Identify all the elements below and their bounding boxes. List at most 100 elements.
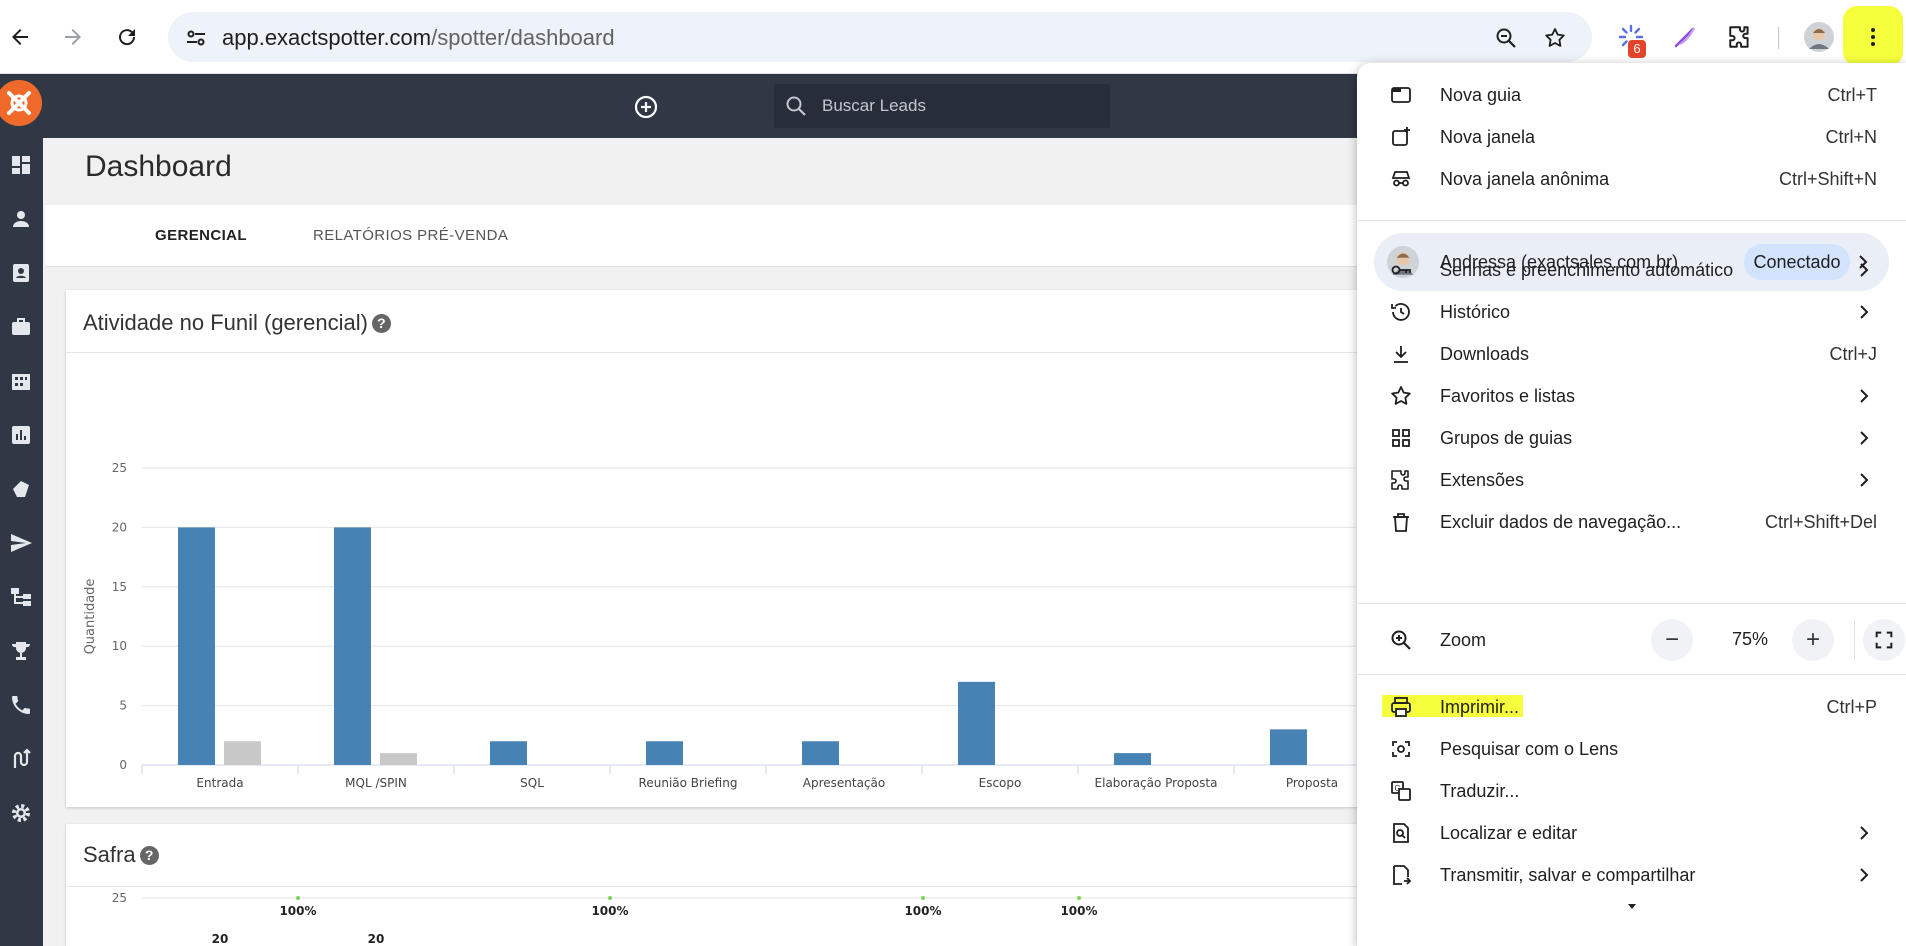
hierarchy-icon[interactable] <box>8 584 34 610</box>
exactspotter-logo[interactable] <box>0 80 42 126</box>
percent-annotation: 100% <box>591 904 628 918</box>
menu-item-label: Nova janela <box>1440 127 1536 147</box>
fullscreen-icon <box>1875 631 1893 649</box>
x-category-label: Apresentação <box>803 776 885 790</box>
bar-chart-icon[interactable] <box>8 422 34 448</box>
safra-card-title: Safra? <box>83 842 159 868</box>
y-tick-label: 0 <box>119 758 127 772</box>
incognito-icon <box>1389 167 1413 191</box>
person-icon[interactable] <box>8 206 34 232</box>
app-sidebar <box>0 74 43 946</box>
reload-button[interactable] <box>105 15 149 59</box>
profile-name: Andressa (exactsales.com.br) <box>1440 252 1679 272</box>
add-circle-icon[interactable] <box>633 94 659 120</box>
profile-button[interactable] <box>1797 15 1841 59</box>
menu-item-label: Nova guia <box>1440 85 1522 105</box>
tag-icon[interactable] <box>8 476 34 502</box>
key-icon <box>1389 258 1413 282</box>
percent-annotation: 100% <box>279 904 316 918</box>
menu-item-imprimir[interactable]: Imprimir... Ctrl+P <box>1357 688 1906 726</box>
download-icon <box>1389 342 1413 366</box>
lead-search-input[interactable]: Buscar Leads <box>774 84 1110 128</box>
trophy-icon[interactable] <box>8 638 34 664</box>
reload-icon <box>119 29 136 46</box>
bar <box>1114 753 1151 765</box>
fullscreen-button[interactable] <box>1863 619 1905 661</box>
site-settings-icon[interactable] <box>178 25 214 51</box>
browser-toolbar: app.exactspotter.com/spotter/dashboard 6 <box>0 0 1906 74</box>
menu-item-localizar-e-editar[interactable]: Localizar e editar <box>1357 814 1906 852</box>
bar <box>1270 729 1307 765</box>
bookmark-star-icon[interactable] <box>1542 25 1568 51</box>
profile-menu-item[interactable]: Andressa (exactsales.com.br) Conectado <box>1374 233 1889 291</box>
menu-item-extensoes[interactable]: Extensões <box>1357 461 1906 499</box>
x-category-label: SQL <box>520 776 544 790</box>
card-divider <box>66 886 1906 887</box>
menu-item-nova-janela-anonima[interactable]: Nova janela anônima Ctrl+Shift+N <box>1357 160 1906 198</box>
zoom-indicator-icon[interactable] <box>1493 25 1519 51</box>
chevron-right-icon <box>1852 821 1876 845</box>
chevron-right-icon <box>1852 468 1876 492</box>
zoom-out-button[interactable]: − <box>1651 619 1693 661</box>
dashboard-icon[interactable] <box>8 152 34 178</box>
lens-icon <box>1389 737 1413 761</box>
menu-item-nova-guia[interactable]: Nova guia Ctrl+T <box>1357 76 1906 114</box>
zoom-value: 75% <box>1731 629 1769 649</box>
menu-item-pesquisar-com-o-lens[interactable]: Pesquisar com o Lens <box>1357 730 1906 768</box>
chrome-menu-button[interactable] <box>1851 15 1895 59</box>
contact-card-icon[interactable] <box>8 260 34 286</box>
menu-item-downloads[interactable]: Downloads Ctrl+J <box>1357 335 1906 373</box>
menu-item-excluir-dados-de-navegacao[interactable]: Excluir dados de navegação... Ctrl+Shift+… <box>1357 503 1906 541</box>
briefcase-icon[interactable] <box>8 314 34 340</box>
bar <box>958 681 995 765</box>
bar <box>178 527 215 765</box>
x-category-label: Proposta <box>1286 776 1338 790</box>
address-bar[interactable]: app.exactspotter.com/spotter/dashboard <box>168 12 1592 62</box>
arrow-right-icon <box>65 29 81 45</box>
toolbar-divider <box>1778 27 1779 49</box>
menu-item-grupos-de-guias[interactable]: Grupos de guias <box>1357 419 1906 457</box>
svg-text:G: G <box>1395 784 1401 793</box>
bar <box>490 741 527 765</box>
send-icon[interactable] <box>8 530 34 556</box>
pen-extension-button[interactable] <box>1663 15 1707 59</box>
y-tick-label: 10 <box>112 639 127 653</box>
route-icon[interactable] <box>8 746 34 772</box>
y-tick-label: 25 <box>112 461 127 475</box>
arrow-left-icon <box>12 29 28 45</box>
x-category-label: Elaboração Proposta <box>1095 776 1218 790</box>
menu-item-transmitir-salvar-e-compartilhar[interactable]: Transmitir, salvar e compartilhar <box>1357 856 1906 894</box>
phone-icon[interactable] <box>8 692 34 718</box>
translate-icon: G <box>1389 779 1413 803</box>
menu-item-senhas-e-preenchimento-automatico[interactable]: Senhas e preenchimento automático <box>1357 251 1906 289</box>
print-label-overlay[interactable]: Imprimir... <box>1440 697 1519 717</box>
menu-item-nova-janela[interactable]: Nova janela Ctrl+N <box>1357 118 1906 156</box>
avatar <box>1387 246 1419 278</box>
data-point <box>608 896 612 900</box>
menu-item-traduzir[interactable]: G Traduzir... <box>1357 772 1906 810</box>
y-tick-label: 15 <box>112 580 127 594</box>
x-category-label: Reunião Briefing <box>639 776 738 790</box>
data-point <box>921 896 925 900</box>
card-divider <box>66 352 1906 353</box>
settings-gear-icon[interactable] <box>8 800 34 826</box>
menu-item-favoritos-e-listas[interactable]: Favoritos e listas <box>1357 377 1906 415</box>
extensions-button[interactable] <box>1718 15 1762 59</box>
x-category-label: Escopo <box>979 776 1022 790</box>
forward-button[interactable] <box>51 15 95 59</box>
zoom-in-button[interactable]: + <box>1792 619 1834 661</box>
funnel-chart: 0 5 10 15 20 25 Quantidade Entrada MQL /SPIN SQL R… <box>83 461 1356 790</box>
bar <box>380 753 417 765</box>
back-button[interactable] <box>0 15 42 59</box>
menu-item-label: Favoritos e listas <box>1440 386 1576 406</box>
menu-item-historico[interactable]: Histórico <box>1357 293 1906 331</box>
scroll-down-icon[interactable] <box>1626 903 1638 911</box>
tab-gerencial[interactable]: GERENCIAL <box>155 227 247 244</box>
help-icon[interactable]: ? <box>139 846 159 865</box>
help-icon[interactable]: ? <box>371 314 391 333</box>
tab-relatorios-pre-venda[interactable]: RELATÓRIOS PRÉ-VENDA <box>313 227 509 244</box>
history-icon <box>1389 300 1413 324</box>
building-icon[interactable] <box>8 368 34 394</box>
new-window-icon <box>1389 125 1413 149</box>
